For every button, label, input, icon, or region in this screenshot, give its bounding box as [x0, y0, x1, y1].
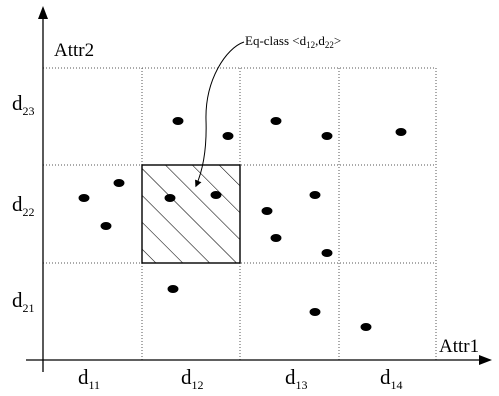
data-point: [78, 194, 90, 202]
data-point: [270, 117, 282, 125]
x-domain-label-1: d11: [78, 365, 100, 392]
data-point: [321, 132, 333, 140]
axes: [26, 6, 492, 372]
y-domain-label-23: d23: [12, 91, 35, 118]
data-point: [100, 222, 112, 230]
data-point: [395, 128, 407, 136]
callout-arrow: [195, 41, 245, 188]
data-point: [210, 191, 222, 199]
data-point: [172, 117, 184, 125]
y-domain-label-22: d22: [12, 192, 35, 219]
grid-lines: [43, 67, 437, 360]
data-point: [321, 249, 333, 257]
data-point: [167, 285, 179, 293]
x-axis-label: Attr1: [439, 336, 479, 357]
data-point: [113, 179, 125, 187]
data-point: [270, 234, 282, 242]
data-point: [360, 323, 372, 331]
data-point: [309, 308, 321, 316]
x-domain-label-4: d14: [380, 365, 403, 392]
x-domain-label-3: d13: [285, 365, 308, 392]
data-point: [309, 191, 321, 199]
callout-label: Eq-class <d12,d22>: [245, 33, 341, 50]
data-point: [261, 207, 273, 215]
y-axis-arrowhead: [38, 6, 48, 19]
x-domain-label-2: d12: [181, 365, 204, 392]
y-axis-label: Attr2: [54, 40, 94, 61]
x-axis-arrowhead: [479, 355, 492, 365]
data-point: [164, 194, 176, 202]
data-point: [222, 132, 234, 140]
y-domain-label-21: d21: [12, 288, 35, 315]
equivalence-class-cell: [141, 164, 241, 264]
data-points: [78, 117, 407, 331]
